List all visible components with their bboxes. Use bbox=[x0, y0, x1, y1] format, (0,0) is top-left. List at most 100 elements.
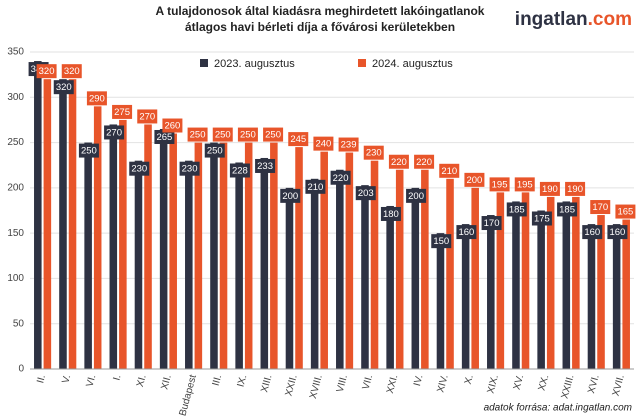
value-label: 170 bbox=[484, 218, 500, 229]
value-label: 270 bbox=[106, 127, 122, 138]
bar bbox=[68, 79, 77, 370]
value-label-box bbox=[565, 181, 586, 196]
x-tick-label: V. bbox=[60, 374, 73, 385]
value-label-box bbox=[607, 225, 628, 240]
chart-title: A tulajdonosok által kiadásra meghirdete… bbox=[156, 4, 485, 18]
value-label-box bbox=[86, 91, 107, 106]
value-label-box bbox=[162, 118, 183, 133]
x-tick-label: I. bbox=[111, 374, 123, 382]
value-label-box bbox=[338, 137, 359, 152]
x-tick-label: XXI. bbox=[385, 374, 401, 395]
value-label-box bbox=[187, 127, 208, 142]
value-label-box bbox=[255, 158, 276, 173]
value-label: 250 bbox=[265, 130, 281, 141]
value-label: 203 bbox=[358, 188, 374, 199]
value-label: 270 bbox=[139, 111, 155, 122]
y-tick-label: 0 bbox=[18, 364, 24, 375]
bar bbox=[361, 185, 369, 369]
source: adatok forrása: adat.ingatlan.com bbox=[484, 403, 632, 414]
x-tick-label: III. bbox=[211, 374, 225, 388]
bar bbox=[159, 128, 168, 369]
y-tick-label: 100 bbox=[7, 273, 24, 284]
value-label: 250 bbox=[207, 146, 223, 157]
value-label-box bbox=[431, 234, 452, 249]
value-label-box bbox=[36, 64, 57, 79]
value-label: 250 bbox=[240, 130, 256, 141]
x-tick-label: XX. bbox=[537, 374, 552, 392]
bar bbox=[622, 219, 630, 369]
value-label: 200 bbox=[282, 191, 298, 202]
value-label-box bbox=[531, 211, 552, 226]
bar bbox=[572, 196, 580, 369]
value-label-box bbox=[330, 170, 351, 185]
value-label-box bbox=[229, 163, 250, 178]
value-label: 180 bbox=[383, 209, 399, 220]
legend-label: 2024. augusztus bbox=[372, 58, 453, 70]
y-tick-label: 50 bbox=[13, 318, 25, 329]
y-tick-label: 150 bbox=[7, 228, 24, 239]
value-label-box bbox=[439, 163, 460, 178]
bar bbox=[310, 178, 319, 369]
value-label-box bbox=[61, 64, 82, 79]
value-label-box bbox=[179, 161, 200, 176]
value-label-box bbox=[78, 143, 99, 158]
x-tick-label: X. bbox=[463, 374, 476, 386]
bar bbox=[496, 192, 505, 369]
value-label-box bbox=[582, 225, 603, 240]
bar bbox=[270, 142, 278, 369]
value-label-box bbox=[363, 145, 384, 160]
value-label: 230 bbox=[182, 164, 198, 175]
value-label: 260 bbox=[164, 121, 180, 132]
bar bbox=[487, 215, 495, 369]
value-label-box bbox=[514, 177, 535, 192]
value-label: 233 bbox=[257, 161, 273, 172]
bar bbox=[285, 187, 294, 369]
value-label-box bbox=[112, 104, 133, 119]
x-tick-label: IX. bbox=[236, 374, 250, 389]
value-label-box bbox=[481, 216, 502, 231]
value-label-box bbox=[204, 143, 225, 158]
value-label: 150 bbox=[433, 236, 449, 247]
legend-swatch bbox=[358, 59, 366, 67]
value-label-box bbox=[414, 154, 435, 169]
bar bbox=[134, 160, 143, 369]
legend-swatch bbox=[200, 59, 208, 67]
bar bbox=[244, 142, 253, 369]
value-label-box bbox=[539, 181, 560, 196]
value-label-box bbox=[53, 80, 74, 95]
value-label-box bbox=[313, 136, 334, 151]
bar bbox=[210, 142, 218, 369]
value-label: 160 bbox=[458, 227, 474, 238]
logo: ingatlan.com bbox=[515, 9, 632, 30]
value-label: 170 bbox=[592, 202, 608, 213]
bar bbox=[370, 160, 379, 369]
value-label-box bbox=[137, 109, 158, 124]
bar bbox=[537, 210, 545, 369]
bar bbox=[336, 169, 344, 369]
bar bbox=[144, 124, 152, 369]
bar bbox=[512, 201, 520, 369]
value-label-box bbox=[154, 129, 175, 144]
value-label-box bbox=[464, 172, 485, 187]
value-label-box bbox=[456, 225, 477, 240]
bar bbox=[386, 205, 394, 369]
value-label: 160 bbox=[609, 227, 625, 238]
bar bbox=[43, 79, 52, 370]
value-label: 195 bbox=[492, 179, 508, 190]
bar bbox=[562, 201, 571, 369]
bar bbox=[421, 169, 429, 369]
value-label-box bbox=[489, 177, 510, 192]
value-label-box bbox=[590, 200, 611, 215]
value-label: 250 bbox=[190, 130, 206, 141]
bar bbox=[185, 160, 193, 369]
value-label-box bbox=[380, 206, 401, 221]
value-label: 275 bbox=[114, 107, 130, 118]
value-label: 185 bbox=[559, 204, 575, 215]
logo-suffix: .com bbox=[588, 9, 632, 30]
bar bbox=[345, 152, 354, 369]
bar bbox=[612, 224, 621, 369]
value-label: 320 bbox=[56, 82, 72, 93]
value-label-box bbox=[355, 186, 376, 201]
bar bbox=[109, 124, 118, 369]
value-label-box bbox=[212, 127, 233, 142]
